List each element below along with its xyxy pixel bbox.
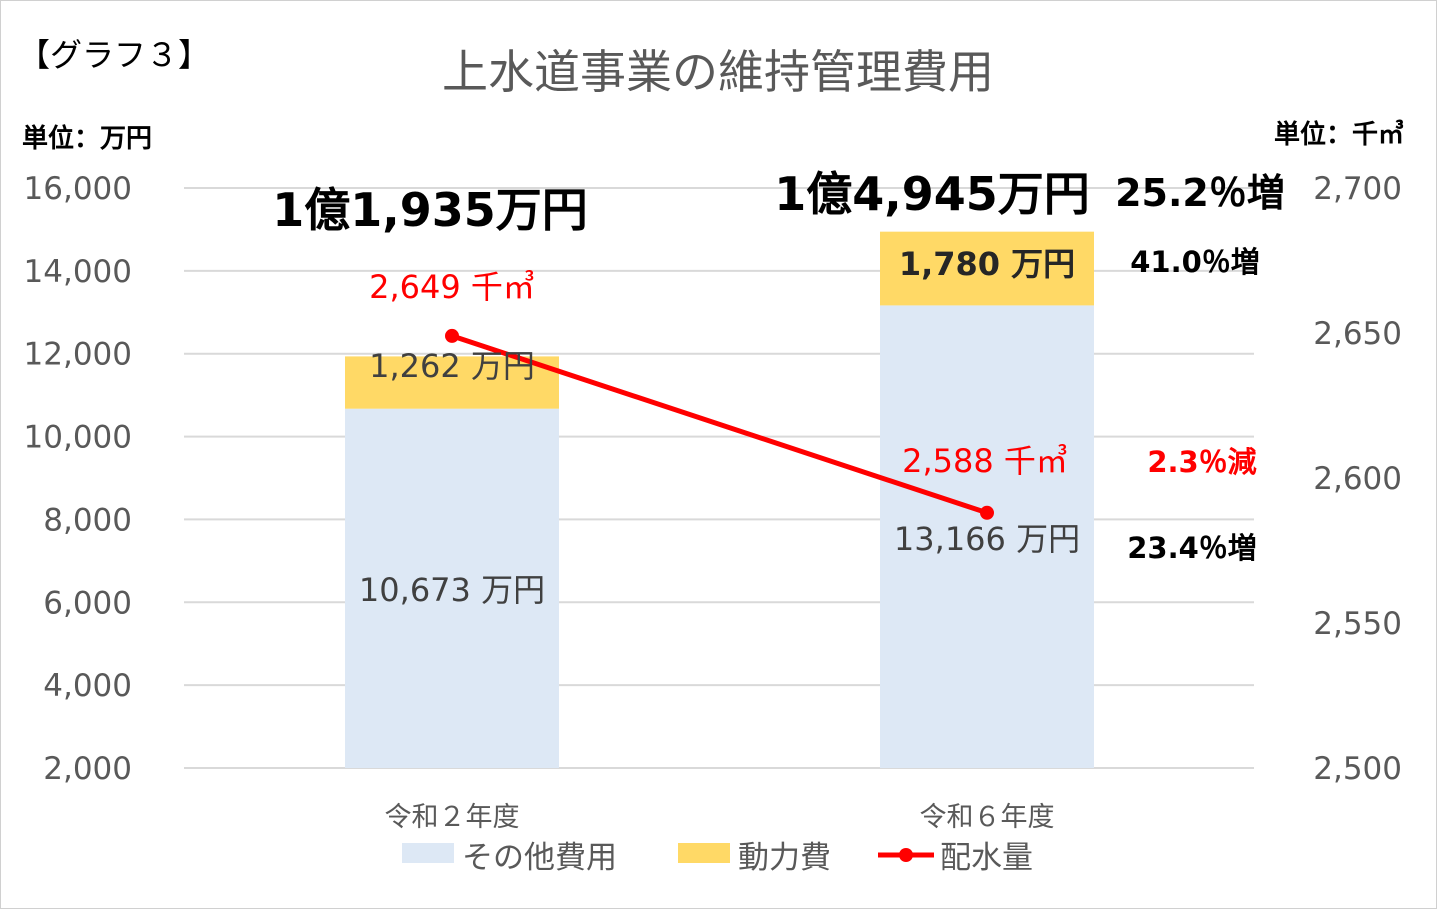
right-unit-label: 単位：千㎥ (1274, 119, 1404, 150)
right-axis-tick-label: 2,700 (1313, 171, 1402, 207)
right-axis-tick-label: 2,600 (1313, 461, 1402, 497)
data-label-other: 10,673 万円 (359, 571, 545, 609)
bar-other-cost (880, 305, 1094, 768)
legend-label-other: その他費用 (462, 840, 617, 876)
data-label-power: 1,780 万円 (899, 245, 1075, 283)
water-change-annotation: 2.3％減 (1147, 445, 1256, 479)
bar-other-cost (345, 408, 559, 768)
legend-swatch-other (402, 843, 454, 863)
right-axis-tick-label: 2,550 (1313, 606, 1402, 642)
bar-power-cost (345, 356, 559, 409)
right-axis-tick-label: 2,650 (1313, 316, 1402, 352)
chart-tag: 【グラフ３】 (18, 36, 210, 74)
left-unit-label: 単位：万円 (22, 123, 152, 154)
legend-swatch-water-marker (899, 848, 913, 862)
data-label-water: 2,649 千㎥ (369, 268, 535, 306)
left-axis-tick-label: 4,000 (43, 668, 132, 704)
chart-title: 上水道事業の維持管理費用 (442, 45, 994, 99)
legend: その他費用 動力費 配水量 (402, 840, 1033, 876)
water-line-segment (451, 333, 988, 516)
bar-power-cost (880, 231, 1094, 306)
data-label-power: 1,262 万円 (369, 347, 535, 385)
category-label: 令和２年度 (385, 802, 520, 833)
left-axis-tick-label: 2,000 (43, 751, 132, 787)
total-change-annotation: 25.2％増 (1115, 171, 1285, 215)
legend-label-water: 配水量 (940, 840, 1033, 876)
right-axis-ticks: 2,500 2,550 2,600 2,650 2,700 (1313, 171, 1402, 787)
total-label-r2: 1億1,935万円 (272, 183, 588, 237)
left-axis-ticks: 2,000 4,000 6,000 8,000 10,000 12,000 14,000 16… (24, 171, 132, 787)
data-labels: 10,673 万円 13,166 万円 1,262 万円 1,780 万円 2,649 … (359, 245, 1080, 609)
legend-label-power: 動力費 (738, 840, 831, 876)
legend-swatch-power (678, 843, 730, 863)
left-axis-tick-label: 6,000 (43, 585, 132, 621)
right-axis-tick-label: 2,500 (1313, 751, 1402, 787)
water-point (445, 328, 459, 343)
category-label: 令和６年度 (920, 802, 1055, 833)
total-label-r6: 1億4,945万円 (774, 167, 1090, 221)
left-axis-tick-label: 12,000 (24, 337, 132, 373)
other-change-annotation: 23.4％増 (1127, 531, 1257, 565)
data-label-water: 2,588 千㎥ (902, 442, 1068, 480)
left-axis-tick-label: 10,000 (24, 420, 132, 456)
left-axis-tick-label: 8,000 (43, 502, 132, 538)
left-axis-tick-label: 16,000 (24, 171, 132, 207)
left-axis-tick-label: 14,000 (24, 254, 132, 290)
bars (345, 231, 1094, 768)
category-labels: 令和２年度 令和６年度 (385, 802, 1055, 833)
water-volume-line (445, 328, 994, 520)
data-label-other: 13,166 万円 (894, 520, 1080, 558)
power-change-annotation: 41.0％増 (1130, 245, 1260, 279)
water-point (980, 505, 994, 520)
